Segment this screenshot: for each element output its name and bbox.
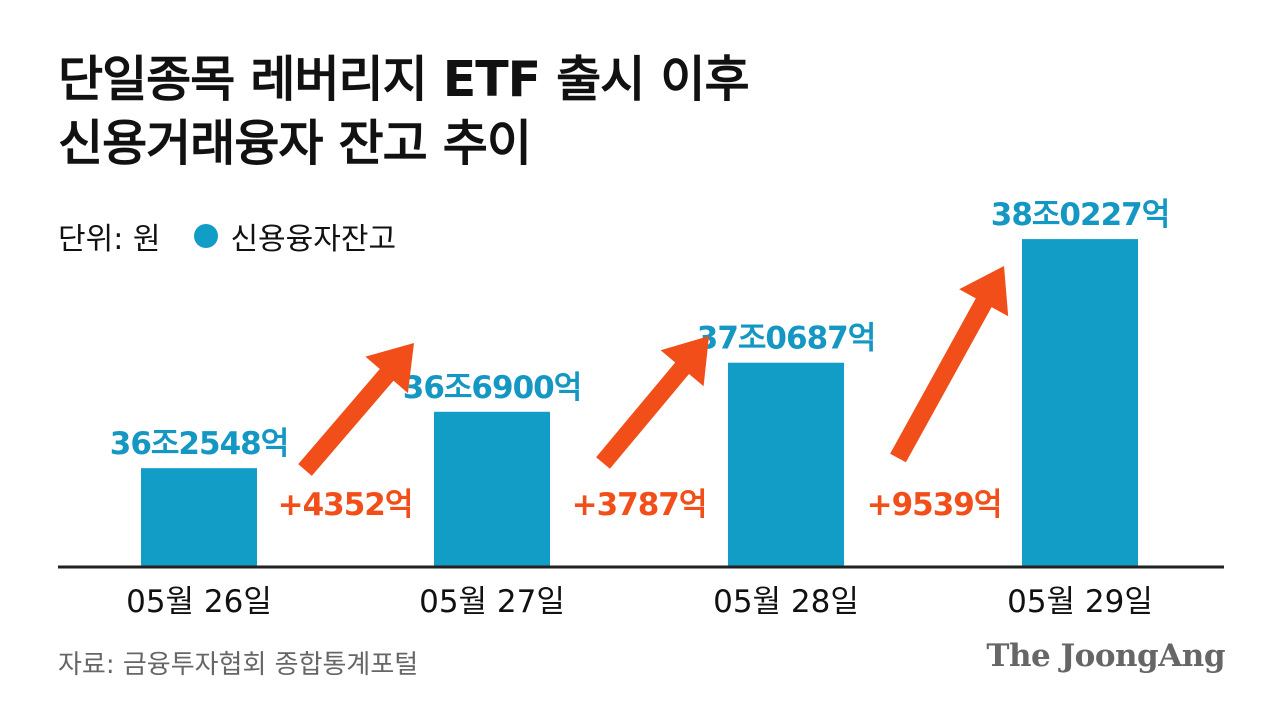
legend: 단위: 원 신용융자잔고 — [58, 216, 397, 257]
x-tick-label: 05월 26일 — [126, 584, 272, 620]
x-tick-label: 05월 29일 — [1007, 584, 1153, 620]
source-note: 자료: 금융투자협회 종합통계포털 — [58, 650, 419, 680]
unit-label: 단위: 원 — [58, 222, 161, 257]
bar-value-label: 37조0687억 — [697, 321, 875, 357]
brand-logo: The JoongAng — [986, 638, 1225, 674]
bar-value-label: 36조2548억 — [110, 426, 288, 462]
bar — [434, 411, 550, 566]
bar — [1022, 239, 1138, 566]
change-label: +4352억 — [278, 487, 413, 523]
bar-value-label: 36조6900억 — [403, 370, 581, 406]
legend-series-name: 신용융자잔고 — [230, 222, 397, 257]
change-label: +9539억 — [867, 487, 1002, 523]
bar — [141, 468, 257, 566]
chart-title-line-2: 신용거래융자 잔고 추이 — [58, 115, 532, 172]
increase-arrow — [298, 343, 414, 476]
chart-title-line-1: 단일종목 레버리지 ETF 출시 이후 — [58, 51, 750, 108]
increase-arrow — [890, 266, 1009, 463]
increase-arrow — [596, 336, 709, 469]
change-label: +3787억 — [572, 487, 707, 523]
bar — [728, 362, 844, 566]
x-tick-label: 05월 27일 — [419, 584, 565, 620]
chart-title: 단일종목 레버리지 ETF 출시 이후 신용거래융자 잔고 추이 — [58, 48, 1058, 176]
legend-swatch — [194, 224, 219, 248]
x-tick-label: 05월 28일 — [713, 584, 859, 620]
bar-value-label: 38조0227억 — [991, 197, 1169, 233]
